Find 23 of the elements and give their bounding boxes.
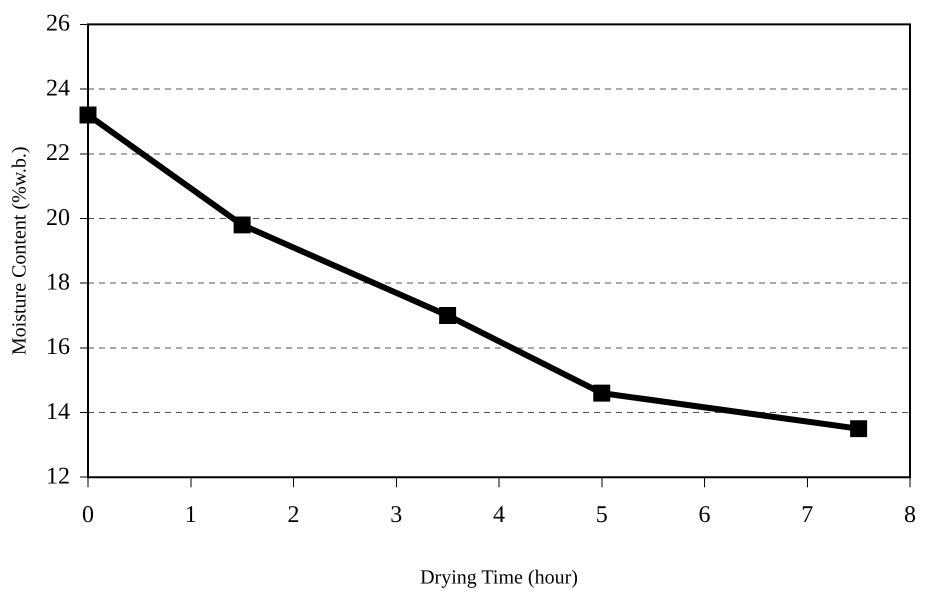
y-tick-label: 16 (46, 334, 70, 360)
x-tick-label: 8 (904, 502, 916, 528)
y-tick-label: 24 (46, 75, 70, 102)
x-tick-label: 3 (390, 502, 402, 528)
y-tick-label: 12 (46, 463, 70, 490)
y-tick-label: 20 (46, 204, 70, 231)
x-axis-title: Drying Time (hour) (420, 566, 578, 588)
x-tick-label: 0 (82, 502, 94, 528)
y-tick-label: 26 (46, 10, 70, 37)
x-tick-label: 6 (698, 502, 710, 528)
y-tick-label: 18 (46, 269, 70, 296)
x-tick-label: 2 (288, 502, 300, 528)
point (234, 216, 251, 234)
x-tick-label: 7 (801, 502, 814, 528)
x-tick-label: 4 (493, 502, 505, 528)
point (439, 307, 456, 324)
x-tick-label: 5 (596, 502, 608, 528)
y-tick-label: 14 (46, 398, 70, 425)
point (593, 384, 610, 402)
x-tick-label: 1 (184, 502, 197, 528)
y-axis-title: Moisture Content (%w.b.) (8, 146, 30, 356)
y-tick-label: 22 (46, 140, 70, 166)
point (850, 420, 868, 438)
